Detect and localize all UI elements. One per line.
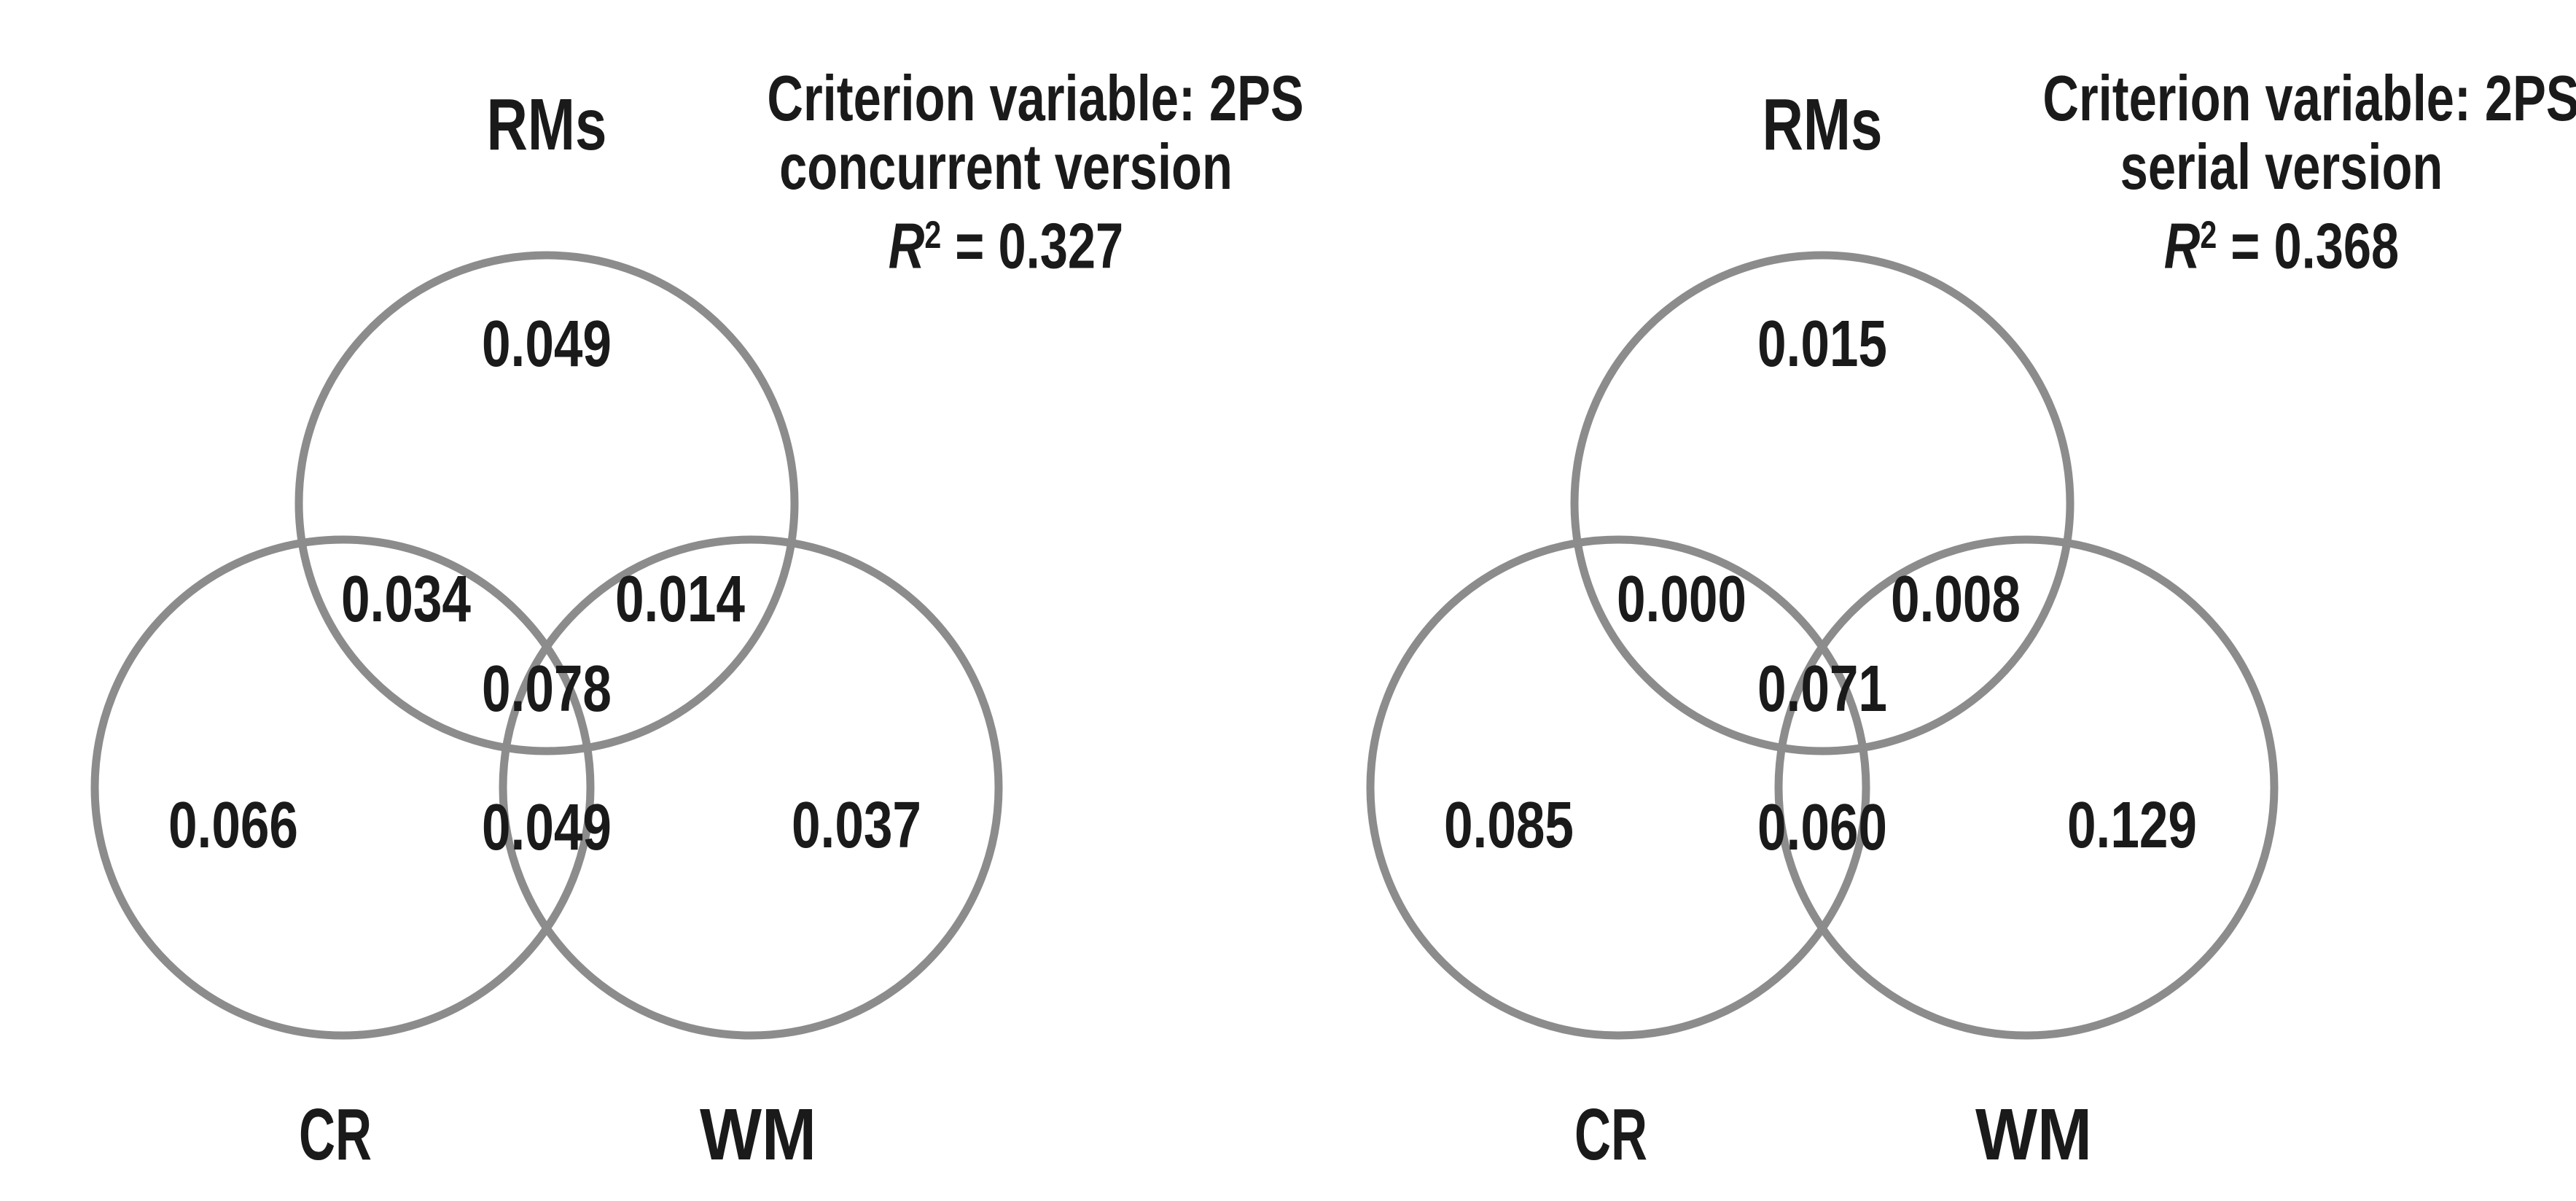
venn-svg-concurrent: RMs CR WM 0.049 0.034 0.014 0.078 0.049 …	[90, 84, 1003, 1175]
set-label-wm: WM	[700, 1094, 816, 1175]
title-block-concurrent: Criterion variable: 2PS concurrent versi…	[700, 64, 1312, 280]
venn-panel-serial: RMs CR WM 0.015 0.000 0.008 0.071 0.060 …	[1276, 0, 2413, 1201]
venn-panel-concurrent: RMs CR WM 0.049 0.034 0.014 0.078 0.049 …	[0, 0, 1137, 1201]
wm-circle	[1774, 535, 2279, 1040]
cr-circle	[1366, 535, 1870, 1040]
r2-exponent: 2	[2200, 214, 2217, 257]
region-value-wm-only: 0.129	[2067, 789, 2197, 862]
region-value-cr-only: 0.066	[168, 789, 298, 862]
region-value-rms-cr: 0.000	[1617, 563, 1746, 636]
title-line-criterion: Criterion variable: 2PS	[2042, 62, 2576, 134]
region-value-rms-cr: 0.034	[341, 563, 471, 636]
region-value-cr-wm: 0.060	[1757, 791, 1887, 864]
set-label-rms: RMs	[487, 84, 607, 166]
r2-value: = 0.368	[2217, 209, 2400, 282]
set-label-wm: WM	[1975, 1094, 2092, 1175]
r2-line: R2 = 0.368	[2042, 201, 2520, 280]
region-value-center-all: 0.078	[482, 653, 612, 726]
cr-circle	[90, 535, 595, 1040]
set-label-rms: RMs	[1763, 84, 1883, 166]
rms-circle	[1570, 251, 2075, 755]
subtitle-version: serial version	[2120, 131, 2443, 203]
region-value-rms-only: 0.049	[482, 308, 612, 381]
r2-line: R2 = 0.327	[767, 201, 1244, 280]
region-value-cr-only: 0.085	[1444, 789, 1574, 862]
set-label-cr: CR	[299, 1094, 372, 1175]
r2-symbol: R	[888, 209, 925, 282]
subtitle-version: concurrent version	[779, 131, 1233, 203]
r2-value: = 0.327	[941, 209, 1124, 282]
region-value-rms-wm: 0.014	[615, 563, 745, 636]
set-label-cr: CR	[1574, 1094, 1647, 1175]
region-value-wm-only: 0.037	[792, 789, 921, 862]
rms-circle	[294, 251, 799, 755]
title-block-serial: Criterion variable: 2PS serial version R…	[1975, 64, 2576, 280]
region-value-cr-wm: 0.049	[482, 791, 612, 864]
title-line-criterion: Criterion variable: 2PS	[767, 62, 1304, 134]
wm-circle	[499, 535, 1003, 1040]
r2-symbol: R	[2163, 209, 2201, 282]
r2-exponent: 2	[924, 214, 942, 257]
region-value-rms-only: 0.015	[1757, 308, 1887, 381]
venn-svg-serial: RMs CR WM 0.015 0.000 0.008 0.071 0.060 …	[1366, 84, 2279, 1175]
region-value-rms-wm: 0.008	[1891, 563, 2021, 636]
region-value-center-all: 0.071	[1757, 653, 1887, 726]
